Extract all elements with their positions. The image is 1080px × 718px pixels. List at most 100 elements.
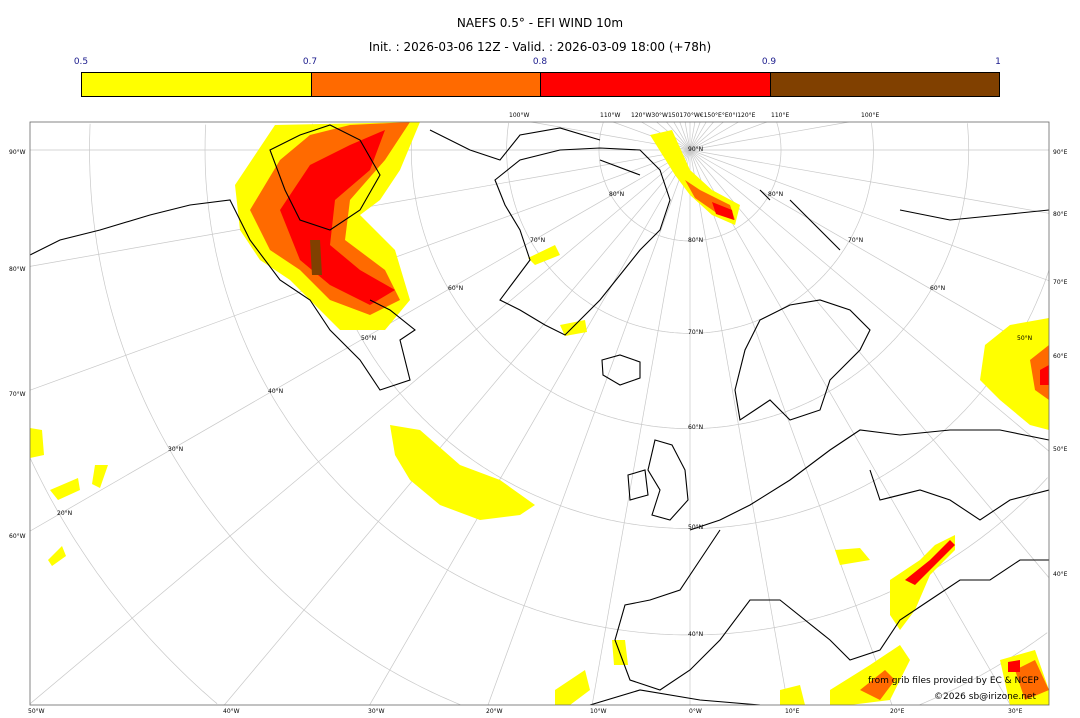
latitude-line	[506, 122, 874, 334]
lon-label-left: 70°W	[9, 391, 26, 398]
lon-label-top: 100°W	[509, 112, 530, 119]
meridian-line	[689, 122, 714, 151]
graticule	[30, 122, 1049, 705]
meridian-line	[689, 149, 1049, 358]
lon-label-bottom: 30°W	[368, 708, 385, 715]
latitude-line	[410, 123, 970, 430]
meridian-line	[30, 149, 691, 532]
meridian-line	[689, 122, 768, 151]
lon-label-bottom: 20°E	[890, 708, 905, 715]
coastline-arctic-islands	[429, 127, 1049, 251]
lat-label: 20°N	[57, 510, 73, 517]
coastline-north-america	[30, 124, 416, 391]
meridian-line	[689, 122, 701, 151]
meridian-line	[689, 149, 1049, 282]
lat-label: 80°N	[609, 191, 625, 198]
colorbar-segment	[82, 73, 312, 96]
meridian-line	[689, 149, 1049, 214]
efi-patch	[528, 245, 560, 265]
lat-label: 50°N	[1017, 335, 1033, 342]
lon-label-bottom: 10°E	[785, 708, 800, 715]
latitude-line	[30, 457, 218, 704]
meridian-line	[30, 149, 691, 705]
efi-patch	[905, 540, 955, 585]
coastlines	[30, 124, 1049, 705]
coastline-iceland	[601, 354, 641, 386]
lat-label: 70°N	[848, 237, 864, 244]
colorbar-segment	[311, 73, 541, 96]
coastline-greenland	[494, 147, 671, 336]
lon-label-bottom: 20°W	[486, 708, 503, 715]
lon-label-bottom: 40°W	[223, 708, 240, 715]
lat-label: 60°N	[688, 424, 704, 431]
meridian-line	[224, 149, 691, 705]
efi-patch	[980, 318, 1049, 430]
coastline-europe	[614, 429, 1049, 691]
colorbar-tick: 0.8	[532, 57, 548, 67]
lon-label-right: 50°E	[1053, 446, 1068, 453]
meridian-line	[679, 122, 691, 151]
efi-patch	[560, 320, 587, 336]
lat-label: 40°N	[688, 631, 704, 638]
efi-patch	[555, 670, 590, 705]
meridian-line	[689, 122, 724, 151]
efi-patch	[30, 428, 44, 458]
meridian-line	[689, 122, 707, 151]
lon-label-bottom: 30°E	[1008, 708, 1023, 715]
meridian-line	[487, 149, 691, 705]
lat-label: 80°N	[688, 237, 704, 244]
copyright-note: ©2026 sb@irizone.net	[934, 692, 1036, 702]
efi-patch	[835, 548, 870, 565]
lon-label-top: 110°E	[771, 112, 790, 119]
lat-label: 80°N	[768, 191, 784, 198]
colorbar-tick: 0.9	[761, 57, 777, 67]
meridian-line	[689, 149, 789, 705]
lon-label-right: 90°E	[1053, 149, 1068, 156]
latitude-line	[89, 123, 1048, 705]
meridian-line	[689, 149, 1049, 579]
colorbar	[81, 72, 1000, 97]
lat-label: 50°N	[361, 335, 377, 342]
lon-label-left: 80°W	[9, 266, 26, 273]
meridian-line	[689, 122, 849, 151]
colorbar-segment	[541, 73, 771, 96]
efi-patch	[50, 478, 80, 500]
lon-label-top: 120°W30°W150170°W€150°E°E0°I120°E	[631, 112, 756, 119]
coastline-africa	[589, 689, 761, 705]
meridian-line	[689, 149, 1049, 452]
meridian-line	[689, 149, 893, 705]
chart-subtitle: Init. : 2026-03-06 12Z - Valid. : 2026-0…	[368, 40, 712, 54]
coastline-scandinavia	[734, 299, 871, 421]
meridian-line	[591, 149, 691, 705]
coastline-uk	[627, 439, 689, 521]
data-source-note: from grib files provided by EC & NCEP	[868, 676, 1039, 686]
efi-patch	[1015, 660, 1049, 700]
efi-patch	[92, 465, 108, 488]
efi-patch	[280, 130, 395, 305]
meridian-line	[666, 122, 691, 151]
efi-patch	[310, 240, 322, 275]
efi-patch	[860, 670, 895, 700]
efi-patch	[830, 645, 910, 705]
meridian-line	[684, 122, 691, 151]
map-frame	[29, 121, 1050, 706]
lon-label-top: 100°E	[861, 112, 880, 119]
lat-label: 40°N	[268, 388, 284, 395]
lat-label: 60°N	[448, 285, 464, 292]
meridian-line	[369, 149, 691, 705]
efi-patches	[30, 122, 1049, 705]
lat-label: 70°N	[530, 237, 546, 244]
meridian-line	[689, 149, 1011, 705]
lon-label-left: 60°W	[9, 533, 26, 540]
lon-label-bottom: 0°W	[689, 708, 702, 715]
lat-label: 30°N	[168, 446, 184, 453]
lon-label-right: 60°E	[1053, 353, 1068, 360]
meridian-line	[673, 122, 691, 151]
efi-patch	[1030, 345, 1049, 400]
colorbar-tick: 0.5	[73, 57, 89, 67]
lat-label: 50°N	[688, 524, 704, 531]
meridian-line	[689, 122, 696, 151]
colorbar-segment	[770, 73, 999, 96]
chart-title: NAEFS 0.5° - EFI WIND 10m	[456, 16, 624, 30]
